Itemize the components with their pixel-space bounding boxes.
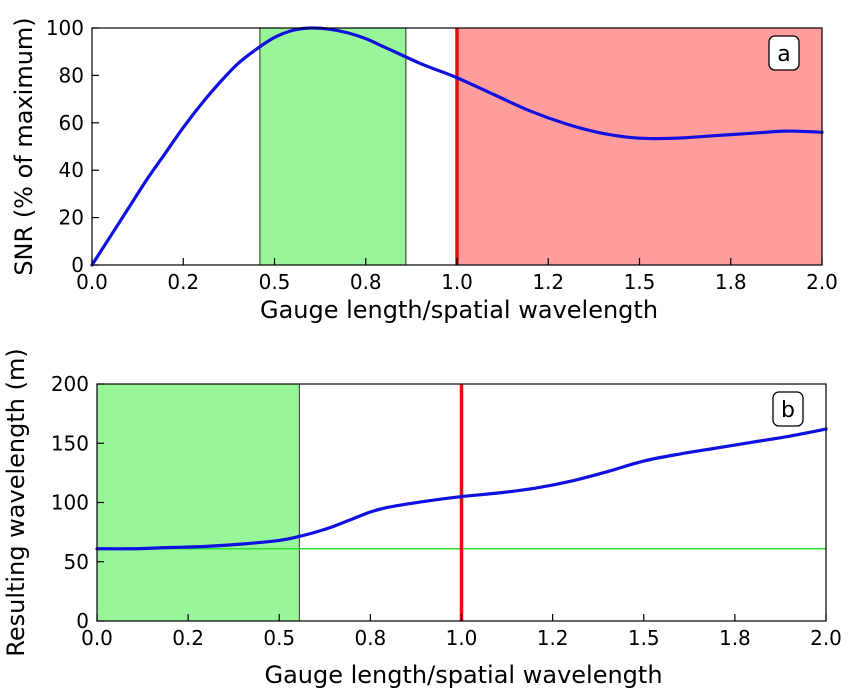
panel-a-series-line-1 xyxy=(90,26,824,267)
panel-b-series-line-1 xyxy=(95,427,828,551)
panel-a-x-tick-label: 1.8 xyxy=(715,270,747,294)
panel-a-y-tick-label: 20 xyxy=(59,206,84,230)
panel-b-x-axis-label: Gauge length/spatial wavelength xyxy=(264,661,662,689)
panel-b-annotation-label: b xyxy=(781,398,795,423)
panel-a-y-tick-label: 40 xyxy=(59,158,84,182)
panel-a-x-tick-label: 0.8 xyxy=(350,270,382,294)
panel-b-y-axis-label: Resulting wavelength (m) xyxy=(2,348,30,656)
panel-a-y-axis-label: SNR (% of maximum) xyxy=(10,17,38,275)
panel-b-x-tick-label: 2.0 xyxy=(810,626,842,650)
panel-a-x-axis-label: Gauge length/spatial wavelength xyxy=(260,296,658,324)
panel-a-y-tick-label: 0 xyxy=(71,253,84,277)
panel-a-x-tick-label: 0.2 xyxy=(167,270,199,294)
panel-b-y-tick-label: 200 xyxy=(51,372,89,396)
panel-b-x-tick-label: 0.0 xyxy=(81,626,113,650)
panel-b-annotation-box xyxy=(772,391,804,427)
panel-a-x-tick-label: 0.5 xyxy=(259,270,291,294)
panel-a-x-tick-label: 1.0 xyxy=(441,270,473,294)
panel-a-annotation-label: a xyxy=(777,42,790,67)
panel-b-x-tick-label: 0.5 xyxy=(263,626,295,650)
panel-b-x-tick-label: 0.2 xyxy=(172,626,204,650)
panel-a: 0.0 0.2 0.5 0.8 1.0 1.2 1.5 1.8 2.0 0 20 40 60 80 100 G… xyxy=(10,16,838,324)
panel-b-x-tick-label: 1.5 xyxy=(628,626,660,650)
panel-a-y-tick-label: 100 xyxy=(46,16,84,40)
panel-a-x-tick-label: 0.0 xyxy=(76,270,108,294)
panel-b-x-tick-label: 1.2 xyxy=(537,626,569,650)
panel-a-x-tick-label: 1.5 xyxy=(624,270,656,294)
panel-b-x-tick-label: 1.8 xyxy=(719,626,751,650)
panel-b-y-tick-label: 100 xyxy=(51,491,89,515)
panel-b-y-tick-label: 0 xyxy=(76,609,89,633)
panel-a-shaded-region-2 xyxy=(456,27,823,266)
panel-a-x-tick-label: 2.0 xyxy=(806,270,838,294)
panel-a-shaded-region-1 xyxy=(259,27,407,266)
panel-b-x-tick-label: 1.0 xyxy=(446,626,478,650)
panel-b-shaded-region-1 xyxy=(96,383,300,622)
panel-b-x-tick-label: 0.8 xyxy=(354,626,386,650)
panel-a-x-tick-label: 1.2 xyxy=(532,270,564,294)
panel-a-annotation-box xyxy=(768,35,800,71)
panel-b-y-tick-label: 150 xyxy=(51,431,89,455)
panel-b-y-tick-label: 50 xyxy=(64,550,89,574)
panel-a-y-tick-label: 60 xyxy=(59,111,84,135)
panel-a-y-tick-label: 80 xyxy=(59,63,84,87)
panel-b: 0.0 0.2 0.5 0.8 1.0 1.2 1.5 1.8 2.0 0 50 100 150 200 G… xyxy=(2,348,842,689)
